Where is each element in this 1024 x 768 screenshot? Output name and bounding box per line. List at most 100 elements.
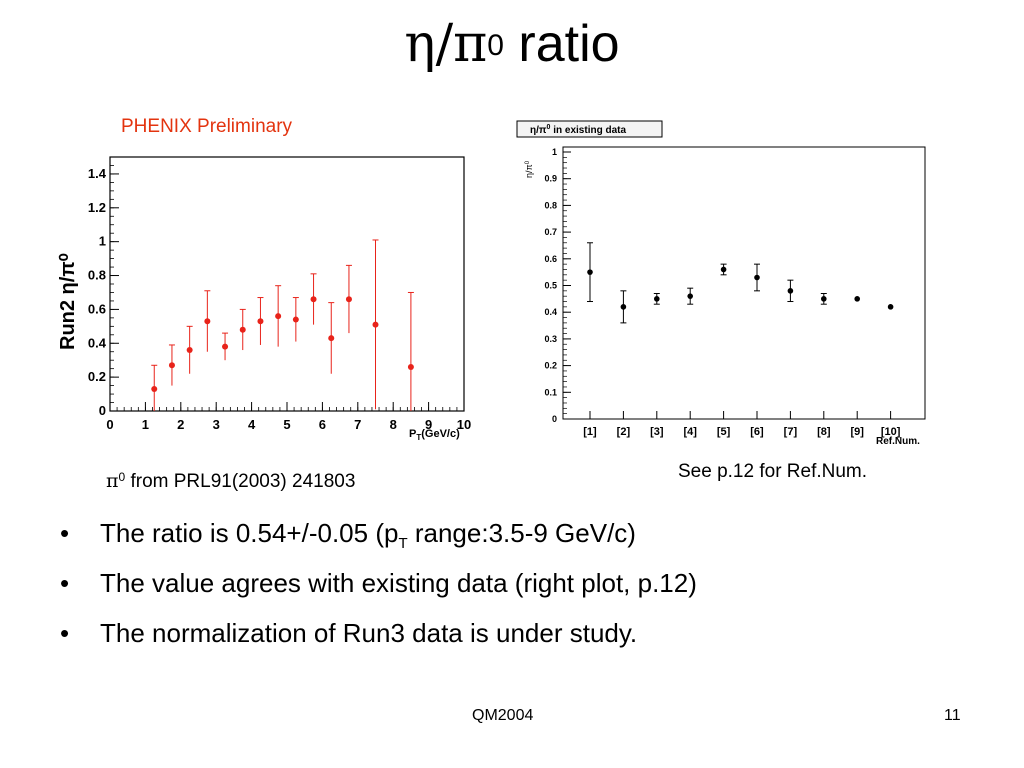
data-point [292,316,299,323]
caption-pi: π [106,470,119,492]
left-data-points [151,239,414,411]
right-axes: 0 0.1 0.2 0.3 0.4 0.5 0.6 0.7 0.8 0.9 1 [1] [2] [3] [4… [544,147,900,438]
xlabel-sub: T [416,433,421,442]
y-tick-label: 0 [552,414,557,424]
data-point [821,296,827,302]
x-tick-label: [3] [650,426,664,438]
slide-title: η/π0 ratio [0,12,1024,76]
left-axes: 0 1 2 3 4 5 6 7 8 9 10 0 0.2 0.4 0.6 0.8 1 1.2 1.4 [88,156,471,432]
y-tick-label: 0.8 [88,268,106,283]
y-tick-label: 0.8 [544,200,557,210]
bullet-text: The value agrees with existing data (rig… [100,568,697,598]
data-point [620,304,627,310]
y-tick-label: 1 [99,234,106,249]
x-tick-label: [6] [750,426,764,438]
rt-pi: π [539,125,547,136]
right-plot-frame [562,146,926,420]
data-point [587,269,593,275]
rt-sup: 0 [547,124,551,131]
title-pi: π [453,14,488,74]
run2-ratio-chart: 0 1 2 3 4 5 6 7 8 9 10 0 0.2 0.4 0.6 0.8 1 1.2 1.4 Run2 η/… [57,156,471,442]
y-tick-label: 0.7 [544,227,557,237]
x-tick-label: [10] [881,426,901,438]
x-tick-label: 3 [213,417,220,432]
footer-conference: QM2004 [472,707,534,724]
data-point [687,293,693,299]
xlabel-rest: (GeV/c) [421,428,460,440]
y-tick-label: 0.9 [544,174,557,184]
data-point [257,318,264,325]
y-tick-label: 0.6 [544,254,557,264]
x-tick-label: 1 [142,417,149,432]
bullet-sub: T [398,535,408,553]
caption-rest: from PRL91(2003) 241803 [125,471,356,492]
y-tick-label: 0 [99,403,106,418]
y-tick-label: 1.2 [88,200,106,215]
title-slash: / [435,14,454,74]
left-y-axis-label: Run2 η/π⁰ [57,253,79,350]
data-point [328,335,335,342]
y-tick-label: 0.2 [88,369,106,384]
x-tick-label: [8] [817,426,831,438]
y-tick-label: 1 [552,147,557,157]
bullet-list: • The ratio is 0.54+/-0.05 (pT range:3.5-… [60,515,697,665]
bullet-item: • The ratio is 0.54+/-0.05 (pT range:3.5-… [60,515,697,565]
title-rest: ratio [503,15,620,73]
bullet-text: The ratio is 0.54+/-0.05 (p [100,518,399,548]
data-point [239,326,246,333]
right-x-axis-label: Ref.Num. [876,436,920,447]
left-ylabel-text: Run2 η/π⁰ [57,253,79,350]
data-point [310,296,317,303]
title-sup: 0 [487,29,504,62]
data-point [345,296,352,303]
caption-left: π0 from PRL91(2003) 241803 [106,470,355,493]
data-point [754,274,760,281]
x-tick-label: 6 [319,417,326,432]
left-x-axis-label: PT(GeV/c) [409,428,460,442]
bullet-dot: • [60,618,70,648]
y-tick-label: 0.4 [544,307,557,317]
x-tick-label: 9 [425,417,432,432]
right-chart-title: η/π0 in existing data [530,124,626,136]
x-tick-label: 2 [177,417,184,432]
data-point [168,362,175,369]
title-eta: η [404,14,436,74]
phenix-preliminary-label: PHENIX Preliminary [121,116,293,137]
x-tick-label: 0 [106,417,113,432]
bullet-text-b: range:3.5-9 GeV/c) [407,518,636,548]
data-point [372,321,379,328]
data-point [654,296,660,302]
caption-right: See p.12 for Ref.Num. [678,461,868,482]
data-point [222,343,229,350]
bullet-dot: • [60,518,70,548]
right-data-points [587,242,894,324]
right-title-box [516,120,663,138]
y-tick-label: 0.4 [88,335,107,350]
x-tick-label: [4] [683,426,697,438]
caption-sup: 0 [118,470,126,484]
data-point [186,347,193,354]
data-point [787,288,794,294]
x-tick-label: [1] [583,426,597,438]
x-tick-label: 5 [283,417,290,432]
y-tick-label: 0.5 [544,281,557,291]
rt-rest: in existing data [550,125,626,136]
x-tick-label: 10 [457,417,471,432]
bullet-dot: • [60,568,70,598]
bullet-text: The normalization of Run3 data is under … [100,618,638,648]
x-tick-label: [2] [617,426,631,438]
right-y-axis-label: η/π0 [524,160,534,178]
data-point [275,313,282,320]
data-point [887,304,894,310]
slide-number: 11 [944,707,961,724]
y-tick-label: 0.1 [544,387,557,397]
x-tick-label: 4 [248,417,256,432]
x-tick-label: [9] [850,426,864,438]
bullet-item: • The normalization of Run3 data is under… [60,615,697,665]
x-tick-label: [5] [717,426,731,438]
x-tick-label: 7 [354,417,361,432]
data-point [854,296,860,302]
ry-pi: π [524,164,534,170]
bullet-item: • The value agrees with existing data (ri… [60,565,697,615]
y-tick-label: 0.2 [544,361,557,371]
